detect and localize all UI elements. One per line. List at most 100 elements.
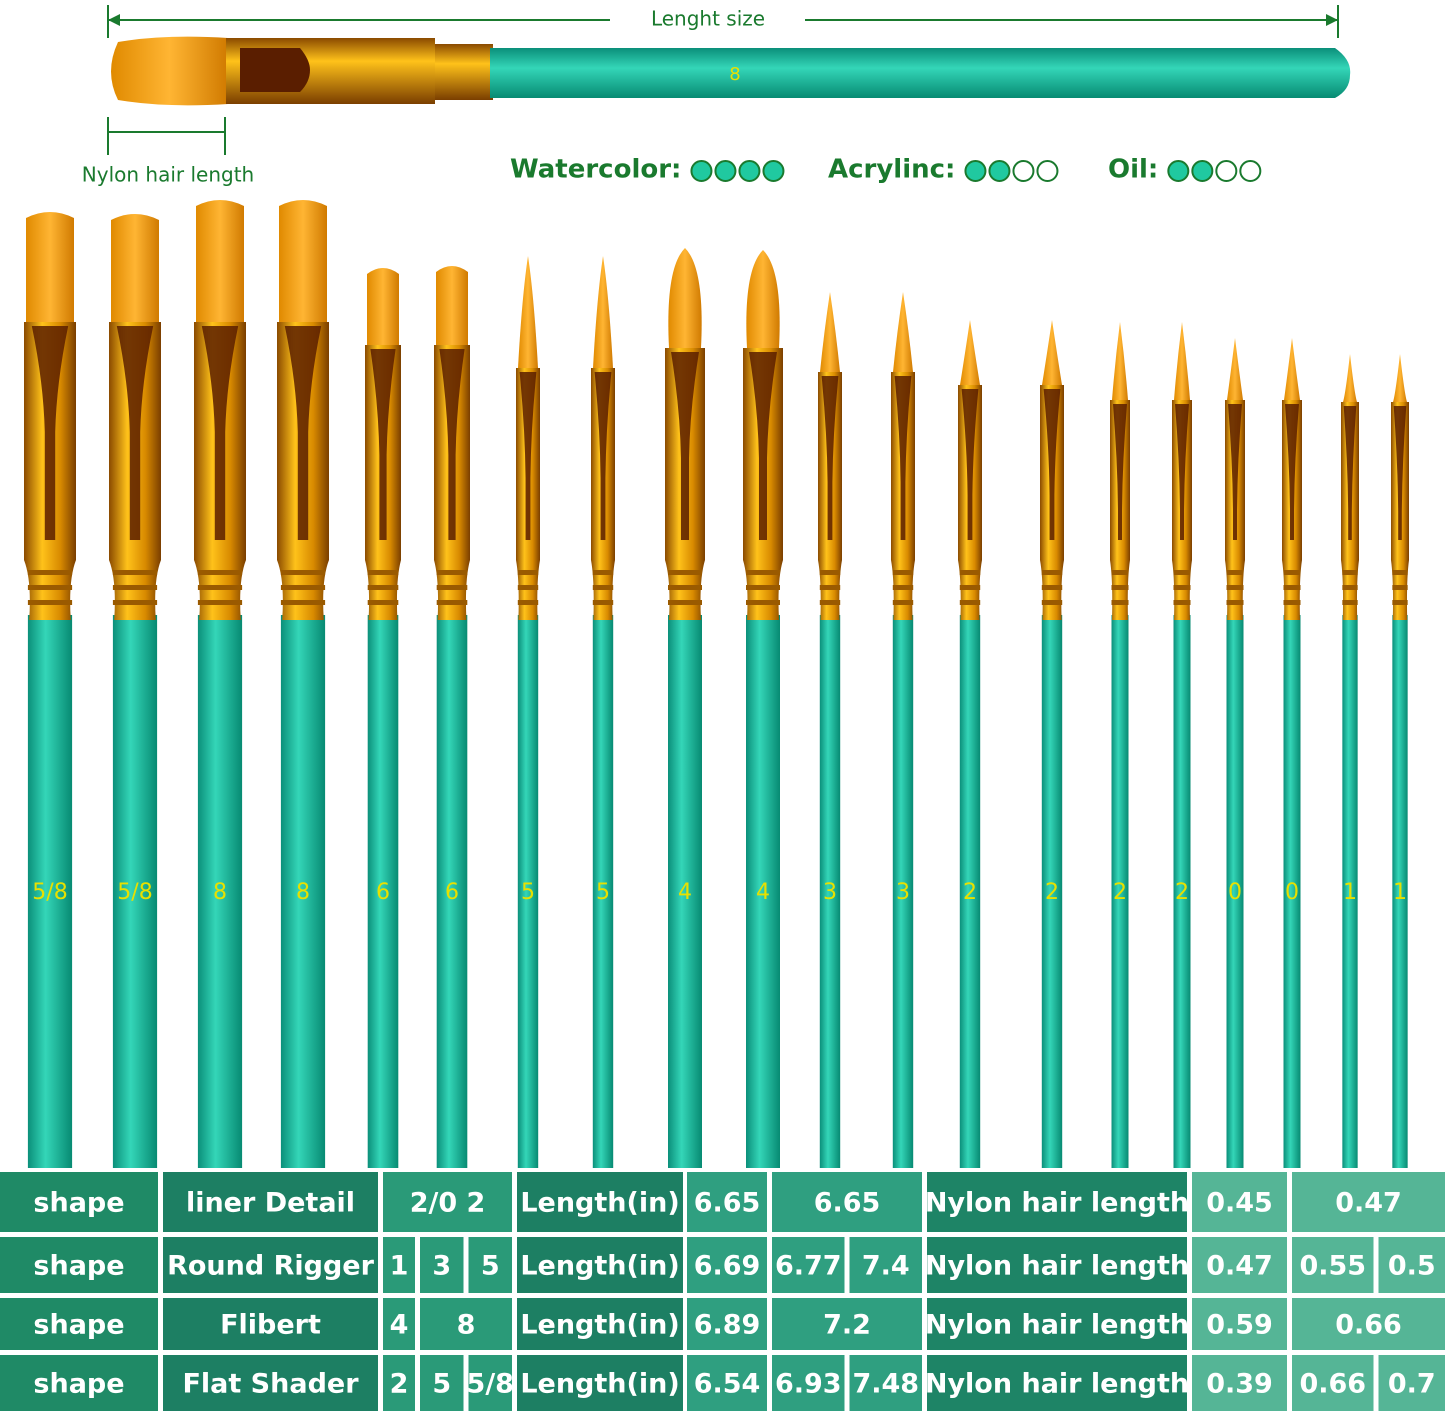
table-text: Flat Shader: [182, 1369, 359, 1400]
bristles: [1343, 354, 1357, 402]
table-text: shape: [33, 1251, 124, 1282]
brush-size: 2: [1045, 880, 1059, 905]
table-text: 7.4: [862, 1251, 910, 1282]
table-text: 7.2: [823, 1310, 871, 1341]
ferrule-ring: [198, 600, 242, 605]
brush-size: 3: [823, 880, 837, 905]
bristles: [1393, 354, 1407, 402]
ferrule-ring: [518, 570, 538, 575]
ferrule-ring: [1042, 585, 1062, 590]
ferrule-ring: [960, 585, 980, 590]
brush-size: 5/8: [117, 880, 152, 905]
ferrule-ring: [746, 585, 780, 590]
bristles: [1227, 338, 1243, 400]
ferrule-ring: [1342, 585, 1357, 590]
suitability-label: Oil:: [1108, 155, 1158, 185]
table-text: 0.55: [1299, 1251, 1366, 1282]
brush-size: 1: [1343, 880, 1357, 905]
suitability-label: Acrylinc:: [828, 155, 955, 185]
brush-size: 5: [521, 880, 535, 905]
table-text: 0.47: [1335, 1188, 1402, 1219]
table-text: shape: [33, 1310, 124, 1341]
table-text: Length(in): [520, 1369, 679, 1400]
table-text: 0.66: [1299, 1369, 1366, 1400]
table-text: 8: [457, 1310, 476, 1341]
table-text: 6.77: [775, 1251, 842, 1282]
ferrule-ring: [1284, 570, 1301, 575]
bristles: [893, 292, 913, 372]
table-text: 0.7: [1388, 1369, 1436, 1400]
ferrule-ring: [198, 585, 242, 590]
bristles: [668, 248, 701, 348]
ferrule-ring: [113, 600, 157, 605]
ferrule-ring: [437, 585, 468, 590]
ferrule-ring: [593, 570, 613, 575]
ferrule-ring: [437, 600, 468, 605]
bristles: [367, 268, 399, 345]
ferrule-ring: [746, 600, 780, 605]
ferrule-ring: [893, 585, 913, 590]
ferrule-ring: [368, 600, 399, 605]
ferrule-ring: [1227, 585, 1244, 590]
brush-size: 2: [963, 880, 977, 905]
rating-dot-empty: [1216, 161, 1236, 181]
ferrule-ring: [746, 570, 780, 575]
rating-dot: [989, 161, 1009, 181]
table-text: Round Rigger: [167, 1251, 375, 1282]
table-text: 6.89: [694, 1310, 761, 1341]
table-text: Length(in): [520, 1310, 679, 1341]
table-text: 3: [432, 1251, 451, 1282]
ferrule-ring: [113, 570, 157, 575]
table-text: 5: [481, 1251, 500, 1282]
bristles: [1284, 338, 1300, 400]
ferrule-ring: [668, 600, 702, 605]
table-text: liner Detail: [186, 1188, 355, 1219]
length-label: Lenght size: [651, 7, 765, 31]
rating-dot: [715, 161, 735, 181]
ferrule-ring: [1342, 600, 1357, 605]
ferrule-ring: [1174, 570, 1191, 575]
ferrule-ring: [1284, 585, 1301, 590]
table-text: 6.69: [694, 1251, 761, 1282]
ferrule-ring: [1112, 570, 1129, 575]
ferrule-ring: [820, 570, 840, 575]
bristles: [1174, 322, 1190, 400]
table-text: 0.47: [1206, 1251, 1273, 1282]
brush-size: 8: [296, 880, 310, 905]
ferrule-ring: [593, 600, 613, 605]
ferrule-ring: [1392, 570, 1407, 575]
bristles: [111, 214, 159, 322]
ferrule-ring: [1392, 600, 1407, 605]
bristles: [820, 292, 840, 372]
ferrule-ring: [1227, 600, 1244, 605]
table-text: 7.48: [852, 1369, 919, 1400]
ferrule-ring: [28, 570, 72, 575]
table-text: Flibert: [220, 1310, 321, 1341]
table-text: 6.93: [775, 1369, 842, 1400]
ferrule-ring: [960, 570, 980, 575]
ferrule-ring: [820, 585, 840, 590]
table-text: 6.54: [694, 1369, 761, 1400]
nylon-label: Nylon hair length: [82, 163, 254, 187]
ferrule-ring: [1342, 570, 1357, 575]
rating-dot: [1192, 161, 1212, 181]
bristles: [593, 256, 613, 368]
brush-size: 0: [1228, 880, 1242, 905]
brush-size: 5/8: [32, 880, 67, 905]
rating-dot: [739, 161, 759, 181]
table-text: 6.65: [814, 1188, 881, 1219]
ferrule-ring: [28, 585, 72, 590]
table-text: shape: [33, 1369, 124, 1400]
table-text: 2/0 2: [410, 1188, 486, 1219]
table-text: Length(in): [520, 1251, 679, 1282]
brush-size: 2: [1175, 880, 1189, 905]
ferrule-ring: [1227, 570, 1244, 575]
brush-size: 0: [1285, 880, 1299, 905]
table-text: 0.59: [1206, 1310, 1273, 1341]
rating-dot-empty: [1037, 161, 1057, 181]
table-text: 1: [390, 1251, 409, 1282]
table-text: Nylon hair length: [925, 1310, 1189, 1341]
table-text: Nylon hair length: [925, 1251, 1189, 1282]
ferrule-ring: [198, 570, 242, 575]
